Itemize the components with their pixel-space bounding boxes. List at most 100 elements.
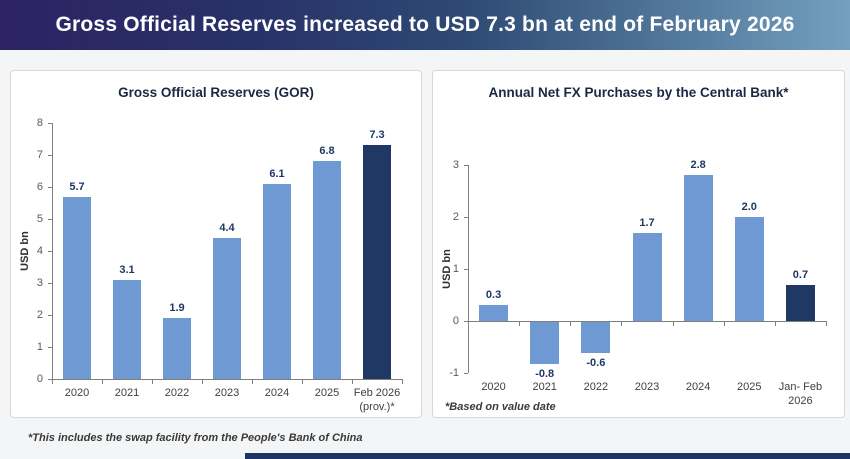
y-tick-mark	[48, 155, 52, 156]
y-tick-label: 1	[36, 341, 43, 353]
page-footnote: *This includes the swap facility from th…	[28, 432, 363, 444]
y-tick-mark	[464, 217, 468, 218]
bar-value-label: 6.1	[269, 167, 285, 180]
bar	[213, 238, 241, 379]
y-tick-label: 8	[36, 117, 43, 129]
y-axis-title: USD bn	[19, 231, 31, 271]
bar-value-label: 7.3	[369, 129, 385, 142]
y-tick-mark	[464, 269, 468, 270]
y-tick-mark	[48, 251, 52, 252]
x-tick-mark	[402, 379, 403, 384]
x-tick-mark	[102, 379, 103, 384]
x-tick-label: 2024	[685, 381, 711, 393]
y-tick-label: 7	[36, 149, 43, 161]
y-tick-label: 3	[36, 277, 43, 289]
y-tick-mark	[48, 123, 52, 124]
y-axis-line	[468, 165, 469, 373]
x-tick-mark	[826, 321, 827, 326]
y-tick-mark	[48, 283, 52, 284]
x-tick-label: 2022	[164, 387, 190, 399]
bar	[785, 284, 815, 321]
bar	[263, 183, 291, 379]
y-tick-label: 0	[36, 373, 43, 385]
bar	[581, 322, 611, 354]
bar	[363, 145, 391, 379]
x-tick-label: 2024	[264, 387, 290, 399]
x-tick-label: 2021	[114, 387, 140, 399]
x-tick-mark	[152, 379, 153, 384]
y-tick-mark	[464, 321, 468, 322]
header-banner: Gross Official Reserves increased to USD…	[0, 0, 850, 50]
bar-value-label: -0.8	[535, 367, 555, 380]
x-tick-mark	[52, 379, 53, 384]
chart-title-gor: Gross Official Reserves (GOR)	[118, 85, 314, 100]
page-title: Gross Official Reserves increased to USD…	[55, 13, 795, 36]
x-tick-mark	[519, 321, 521, 326]
y-tick-label: 6	[36, 181, 43, 193]
y-tick-label: 4	[36, 245, 43, 257]
x-tick-label: 2021	[532, 381, 557, 393]
y-axis-title: USD bn	[441, 249, 453, 289]
bar	[683, 175, 713, 321]
bar	[113, 279, 141, 379]
chart-panel-fx: Annual Net FX Purchases by the Central B…	[432, 70, 845, 418]
x-tick-mark	[723, 321, 725, 326]
x-tick-label: 2023	[634, 381, 660, 393]
y-tick-mark	[48, 379, 52, 380]
x-tick-label: 2023	[214, 387, 240, 399]
bar-value-label: -0.6	[586, 357, 606, 370]
y-tick-mark	[48, 219, 52, 220]
x-axis-line	[468, 321, 826, 322]
bar-value-label: 1.7	[639, 216, 655, 229]
chart-footnote-fx: *Based on value date	[445, 401, 556, 413]
bar-value-label: 2.0	[741, 201, 757, 213]
x-tick-mark	[468, 321, 469, 326]
y-tick-label: 2	[452, 211, 459, 223]
y-tick-label: 3	[452, 159, 459, 171]
x-tick-mark	[774, 321, 776, 326]
y-tick-mark	[464, 165, 468, 166]
bar	[632, 232, 662, 321]
y-tick-label: 1	[452, 263, 459, 275]
y-axis-line	[52, 123, 53, 379]
x-tick-mark	[570, 321, 572, 326]
y-tick-mark	[48, 315, 52, 316]
y-tick-mark	[464, 373, 468, 374]
x-tick-label: Feb 2026 (prov.)*	[353, 387, 401, 413]
bar	[479, 305, 509, 321]
x-tick-mark	[621, 321, 623, 326]
bar-value-label: 4.4	[219, 222, 235, 235]
y-tick-label: 5	[36, 213, 43, 225]
x-tick-mark	[672, 321, 674, 326]
x-tick-label: Jan- Feb 2026	[778, 381, 823, 407]
bar-value-label: 0.3	[485, 289, 502, 302]
bar-value-label: 6.8	[319, 145, 335, 158]
bar	[313, 161, 341, 379]
bottom-accent-bar	[245, 453, 850, 459]
x-tick-label: 2020	[64, 387, 90, 399]
x-tick-mark	[252, 379, 253, 384]
bar-value-label: 0.7	[792, 268, 809, 281]
bar-value-label: 2.8	[690, 159, 706, 172]
x-tick-label: 2022	[583, 381, 609, 393]
x-tick-label: 2025	[314, 387, 340, 399]
chart-panel-gor: Gross Official Reserves (GOR) 8 7 6 5 4 3 2 1 0 5…	[10, 70, 422, 418]
y-tick-label: 0	[452, 315, 459, 327]
y-tick-mark	[48, 347, 52, 348]
y-tick-label: -1	[449, 367, 459, 379]
bar-value-label: 3.1	[119, 263, 135, 276]
bar-value-label: 1.9	[169, 302, 185, 315]
x-tick-mark	[302, 379, 303, 384]
y-tick-mark	[48, 187, 52, 188]
bar	[734, 217, 764, 321]
x-axis-line	[52, 379, 402, 380]
chart-title-fx: Annual Net FX Purchases by the Central B…	[488, 85, 789, 100]
bar	[63, 196, 91, 379]
bar	[163, 318, 191, 379]
x-tick-mark	[202, 379, 203, 384]
bar	[530, 322, 560, 364]
x-tick-mark	[352, 379, 353, 384]
x-tick-label: 2020	[481, 381, 506, 393]
y-tick-label: 2	[36, 309, 43, 321]
bar-value-label: 5.7	[69, 180, 85, 193]
